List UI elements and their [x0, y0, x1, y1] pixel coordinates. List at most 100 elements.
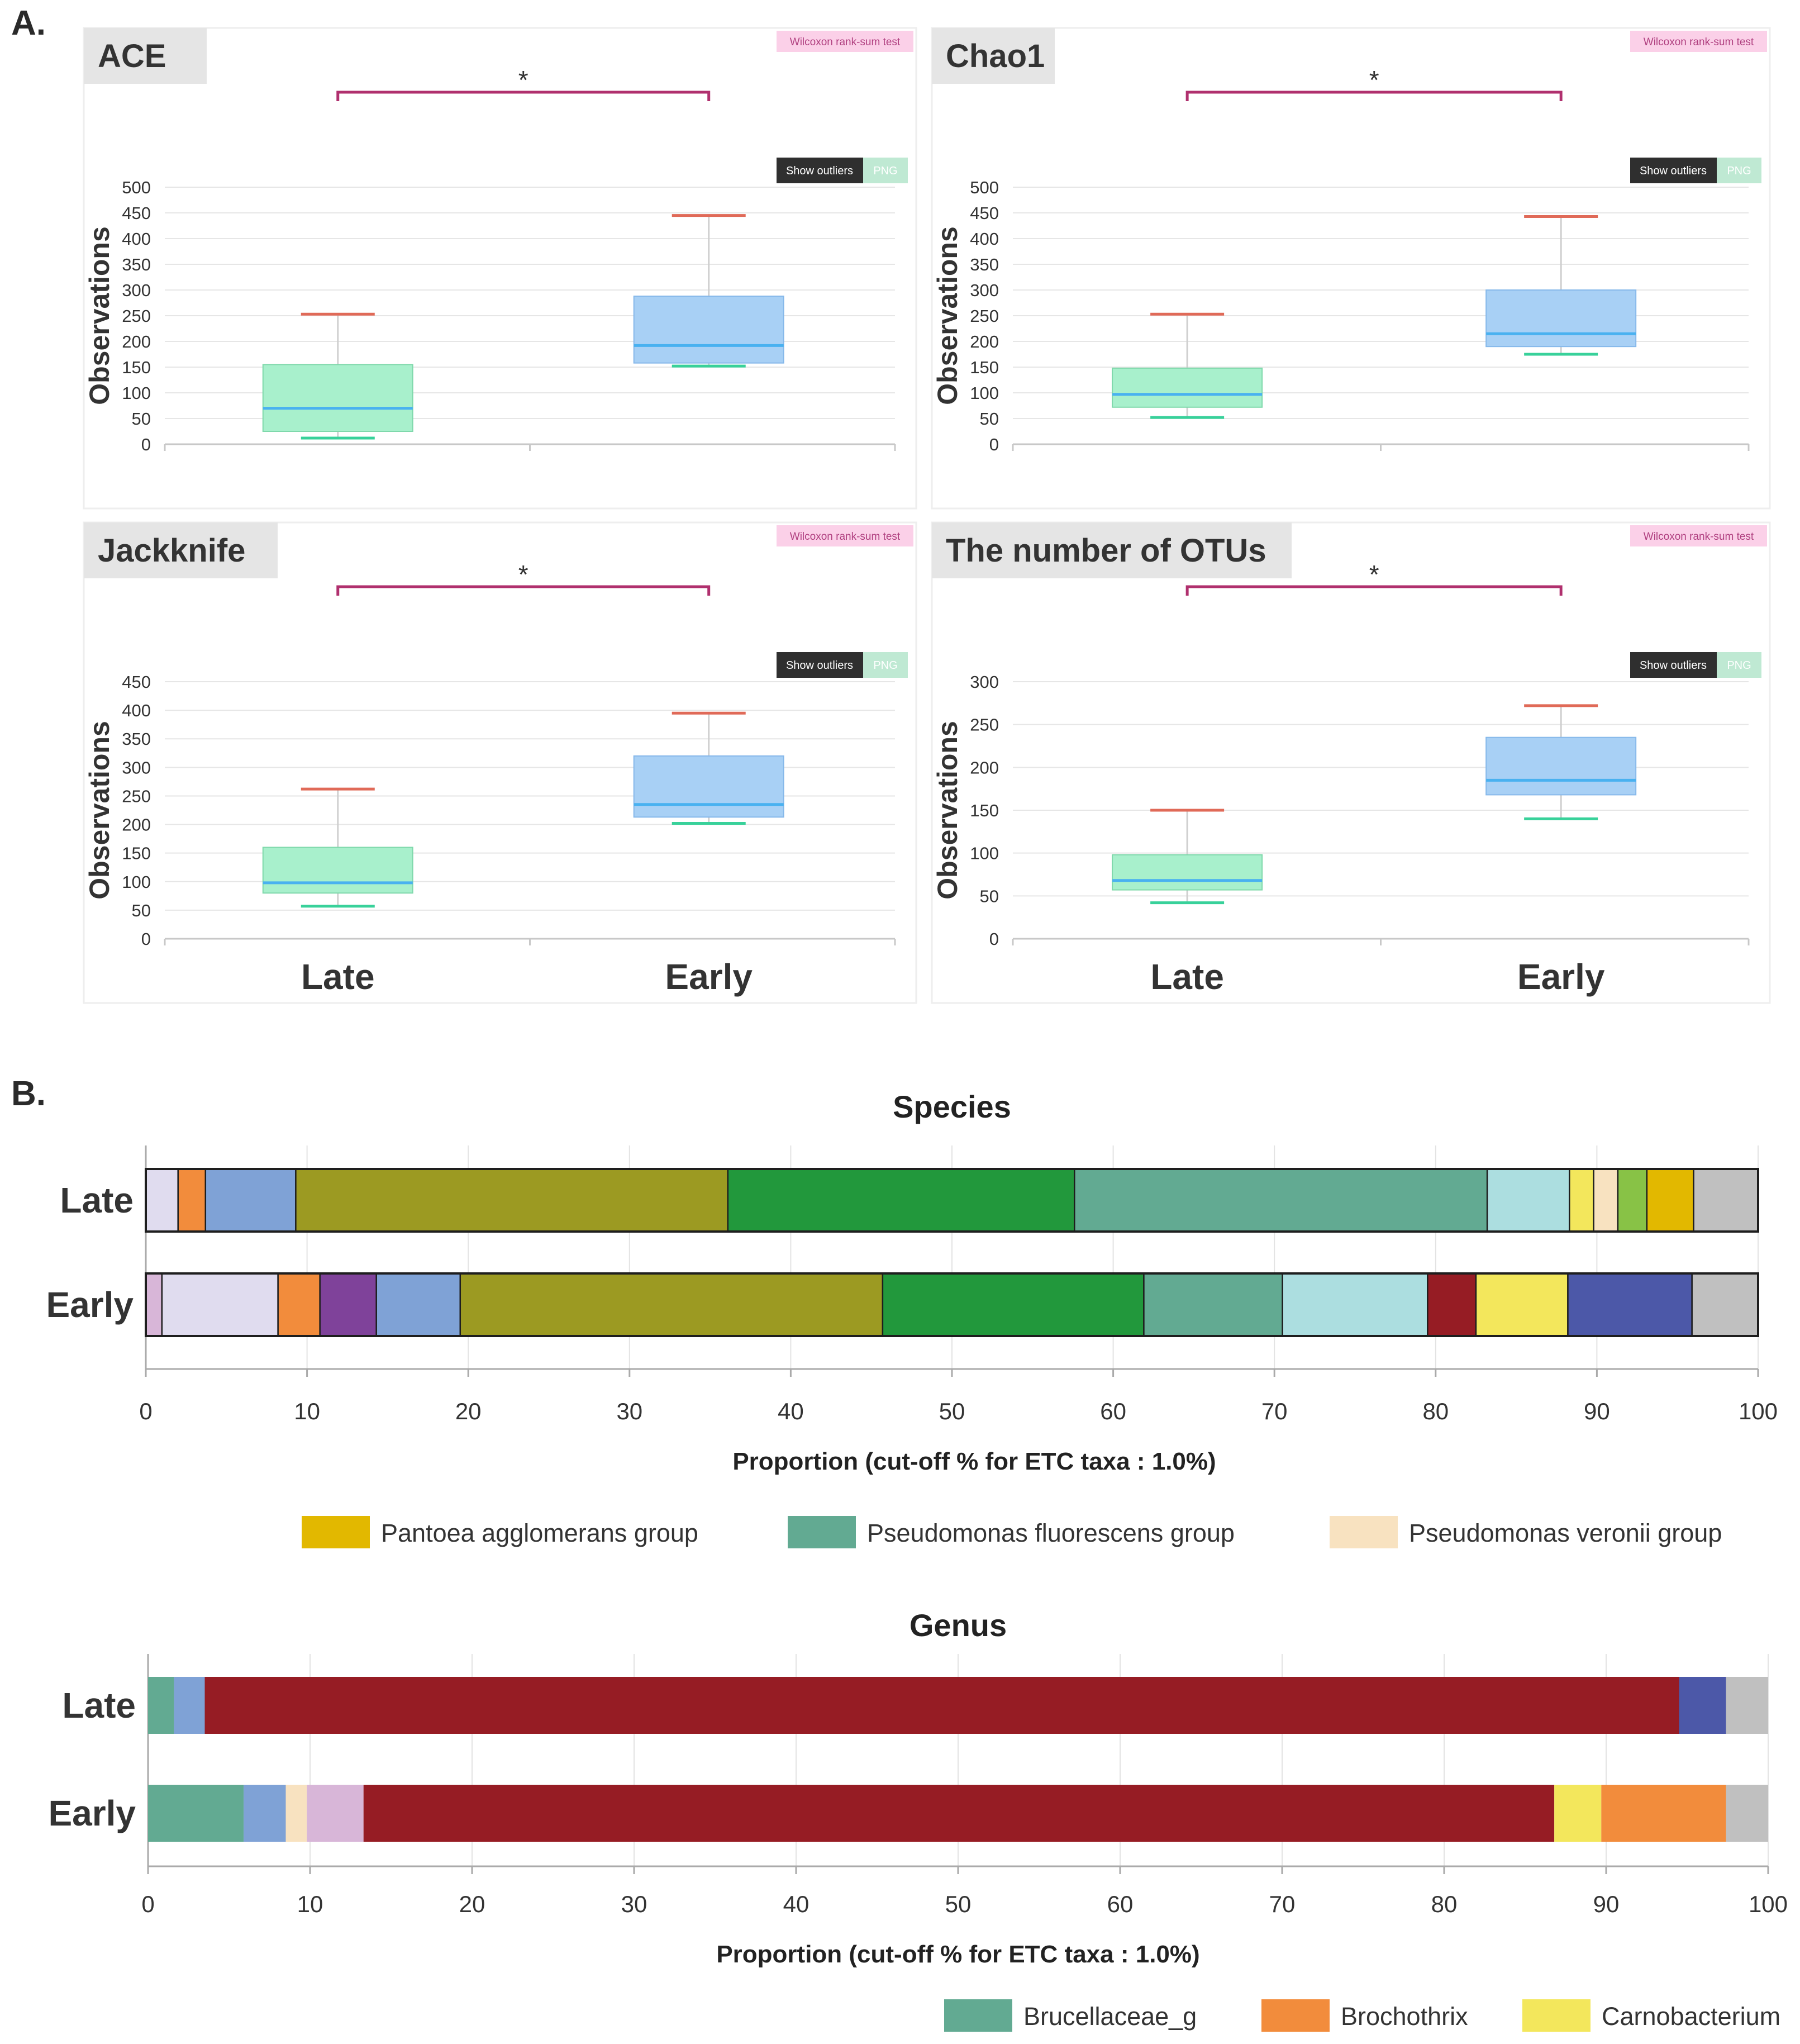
- x-tick-label: 80: [1422, 1398, 1449, 1424]
- y-tick-label: 50: [980, 409, 999, 429]
- significance-star: *: [518, 65, 528, 94]
- legend-swatch: [944, 1999, 1012, 2032]
- x-tick-label: 100: [1749, 1891, 1788, 1917]
- x-tick-label: 20: [459, 1891, 485, 1917]
- x-tick-label: 40: [778, 1398, 804, 1424]
- png-label: PNG: [1727, 165, 1751, 177]
- box-iqr: [1485, 736, 1637, 796]
- chart-title: Species: [893, 1089, 1011, 1124]
- bar-segment: [1567, 1272, 1693, 1337]
- significance-bracket: [1185, 585, 1563, 596]
- bar-segment: [882, 1272, 1145, 1337]
- y-tick-label: 150: [970, 358, 999, 377]
- bar-segment: [1427, 1272, 1477, 1337]
- png-button[interactable]: [1717, 652, 1761, 678]
- chart-title: Jackknife: [98, 533, 245, 569]
- y-tick-label: 250: [122, 306, 151, 326]
- box-iqr: [1485, 289, 1637, 348]
- stacked-bar-panel-genus: Genus 0 10 20 30 40 50 60 70 80 90 100 Late Early Prop…: [48, 1608, 1788, 2032]
- chart-title: Chao1: [946, 38, 1045, 74]
- box-iqr: [1112, 854, 1263, 891]
- y-axis-label: Observations: [932, 226, 963, 405]
- y-tick-label: 50: [132, 901, 151, 920]
- y-tick-label: 150: [122, 844, 151, 863]
- title-tab: [932, 522, 1292, 578]
- legend-label: Brochothrix: [1341, 2002, 1468, 2031]
- legend-label: Pseudomonas fluorescens group: [867, 1519, 1235, 1547]
- x-tick-label: 60: [1107, 1891, 1134, 1917]
- show-outliers-button[interactable]: [1630, 652, 1717, 678]
- png-button[interactable]: [863, 158, 908, 183]
- y-tick-label: 0: [989, 435, 999, 454]
- x-tick-label: 50: [945, 1891, 972, 1917]
- legend-swatch: [788, 1516, 856, 1548]
- bar-segment: [319, 1272, 377, 1337]
- x-tick-label: 0: [139, 1398, 152, 1424]
- y-tick-label: 200: [122, 815, 151, 835]
- png-button[interactable]: [1717, 158, 1761, 183]
- title-tab: [84, 522, 278, 578]
- bar-segment: [375, 1272, 461, 1337]
- bar-segment: [1726, 1677, 1768, 1734]
- y-tick-label: 100: [122, 872, 151, 892]
- bar-segment: [363, 1785, 1555, 1842]
- x-axis-label: Proportion (cut-off % for ETC taxa : 1.0…: [732, 1448, 1216, 1475]
- box-iqr: [633, 296, 784, 364]
- png-button[interactable]: [863, 652, 908, 678]
- bar-segment: [1569, 1168, 1594, 1233]
- bar-segment: [285, 1785, 307, 1842]
- chart-title: ACE: [98, 38, 166, 74]
- legend-item: Brochothrix: [1261, 1999, 1468, 2032]
- bar-segment: [145, 1168, 179, 1233]
- y-tick-label: 500: [970, 178, 999, 197]
- bar-segment: [295, 1168, 729, 1233]
- significance-bracket: [336, 585, 711, 596]
- boxplot-panel-2: Jackknife Wilcoxon rank-sum test Show outl…: [83, 521, 917, 1004]
- legend-item: Pseudomonas fluorescens group: [788, 1516, 1235, 1548]
- x-tick-label: 30: [616, 1398, 642, 1424]
- bar-segment: [727, 1168, 1075, 1233]
- bar-segment: [1593, 1168, 1619, 1233]
- row-label: Late: [60, 1180, 134, 1220]
- x-tick-label: 60: [1100, 1398, 1126, 1424]
- bar-segment: [1726, 1785, 1768, 1842]
- x-tick-label: 90: [1593, 1891, 1620, 1917]
- bar-row-late: Late: [60, 1168, 1759, 1233]
- legend-swatch: [1522, 1999, 1591, 2032]
- bar-segment: [1282, 1272, 1428, 1337]
- y-tick-label: 350: [970, 255, 999, 274]
- png-label: PNG: [1727, 659, 1751, 672]
- y-tick-label: 0: [989, 929, 999, 949]
- x-tick-label: 80: [1431, 1891, 1458, 1917]
- box-iqr: [262, 847, 413, 894]
- boxplot-panel-3: The number of OTUs Wilcoxon rank-sum test…: [931, 521, 1771, 1004]
- bar-segment: [145, 1272, 163, 1337]
- legend-item: Pseudomonas veronii group: [1330, 1516, 1722, 1548]
- x-tick-label: 50: [939, 1398, 965, 1424]
- box-early: [1485, 704, 1637, 820]
- y-tick-label: 250: [970, 306, 999, 326]
- y-axis-label: Observations: [84, 721, 115, 900]
- test-tag: [777, 31, 913, 52]
- y-tick-label: 300: [122, 281, 151, 300]
- legend-swatch: [302, 1516, 370, 1548]
- show-outliers-button[interactable]: [777, 652, 863, 678]
- show-outliers-button[interactable]: [777, 158, 863, 183]
- y-tick-label: 350: [122, 255, 151, 274]
- bar-segment: [459, 1272, 884, 1337]
- significance-star: *: [1369, 65, 1379, 94]
- legend-swatch: [1330, 1516, 1398, 1548]
- png-label: PNG: [873, 659, 897, 672]
- y-tick-label: 200: [970, 332, 999, 351]
- significance-bracket: [336, 91, 711, 101]
- y-tick-label: 300: [970, 672, 999, 692]
- test-tag: [1630, 525, 1767, 546]
- bar-outline: [145, 1272, 1759, 1337]
- x-tick-label: 10: [294, 1398, 320, 1424]
- x-category-label: Early: [1517, 957, 1605, 997]
- show-outliers-button[interactable]: [1630, 158, 1717, 183]
- x-tick-label: 0: [141, 1891, 154, 1917]
- y-tick-label: 250: [970, 715, 999, 735]
- box-early: [633, 214, 784, 368]
